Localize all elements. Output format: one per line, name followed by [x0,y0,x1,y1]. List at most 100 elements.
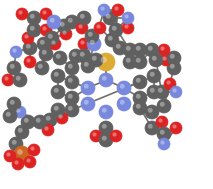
Circle shape [16,76,21,81]
Circle shape [18,128,23,133]
Circle shape [158,118,163,123]
Circle shape [26,44,31,49]
Circle shape [69,49,83,63]
Circle shape [30,14,35,19]
Circle shape [14,160,19,165]
Circle shape [145,105,159,119]
Circle shape [30,146,35,151]
Circle shape [170,122,182,134]
Circle shape [22,32,34,44]
Circle shape [87,37,101,51]
Circle shape [133,55,147,69]
Circle shape [117,81,131,95]
Circle shape [60,28,72,40]
Circle shape [136,104,141,109]
Circle shape [98,4,110,16]
Circle shape [160,130,165,135]
Circle shape [37,37,51,51]
Circle shape [102,136,107,141]
Circle shape [120,84,125,89]
Circle shape [26,58,31,63]
Circle shape [23,41,37,55]
Circle shape [14,106,26,118]
Circle shape [54,106,59,111]
Circle shape [162,56,167,61]
Circle shape [124,24,129,29]
Circle shape [42,50,47,55]
Circle shape [123,55,137,69]
Circle shape [148,108,153,113]
Circle shape [102,76,107,81]
Circle shape [50,18,55,23]
Circle shape [47,15,61,29]
Circle shape [65,91,79,105]
Circle shape [24,156,36,168]
Circle shape [42,124,54,136]
Circle shape [99,121,113,135]
Circle shape [58,114,63,119]
Circle shape [33,115,47,129]
Circle shape [164,78,176,90]
Circle shape [16,108,21,113]
Circle shape [45,31,59,45]
Circle shape [57,19,71,33]
Circle shape [85,29,99,43]
Circle shape [24,34,29,39]
Circle shape [133,75,147,89]
Circle shape [7,61,21,75]
Circle shape [88,32,93,37]
Circle shape [51,103,65,117]
Circle shape [84,84,89,89]
Circle shape [122,12,134,24]
Circle shape [136,78,141,83]
Circle shape [122,22,134,34]
Circle shape [43,113,57,127]
Circle shape [167,51,181,65]
Circle shape [133,43,147,57]
Circle shape [4,76,9,81]
Circle shape [99,105,113,119]
Circle shape [92,56,97,61]
Circle shape [78,24,83,29]
Circle shape [27,11,41,25]
Circle shape [136,94,141,99]
Circle shape [112,26,117,31]
Circle shape [102,124,107,129]
Circle shape [158,44,170,56]
Circle shape [16,8,28,20]
Circle shape [26,158,31,163]
Circle shape [150,72,155,77]
Circle shape [36,118,41,123]
Circle shape [12,140,17,145]
Circle shape [155,85,169,99]
Circle shape [149,53,163,67]
Circle shape [51,85,65,99]
Circle shape [40,24,52,36]
Circle shape [40,8,52,20]
Circle shape [65,15,79,29]
Circle shape [40,40,45,45]
Circle shape [117,97,131,111]
Circle shape [72,52,77,57]
Circle shape [9,137,23,151]
Circle shape [158,88,163,93]
Circle shape [60,22,65,27]
Circle shape [110,130,122,142]
Circle shape [10,100,15,105]
Circle shape [97,53,115,71]
Circle shape [18,10,23,15]
Circle shape [109,23,123,37]
Circle shape [157,99,171,113]
Circle shape [126,46,131,51]
Circle shape [51,69,65,83]
Circle shape [15,125,29,139]
Circle shape [150,88,155,93]
Circle shape [42,10,47,15]
Circle shape [3,109,17,123]
Circle shape [54,72,59,77]
Circle shape [126,58,131,63]
Circle shape [2,74,14,86]
Circle shape [148,46,153,51]
Circle shape [160,46,165,51]
Circle shape [51,40,56,45]
